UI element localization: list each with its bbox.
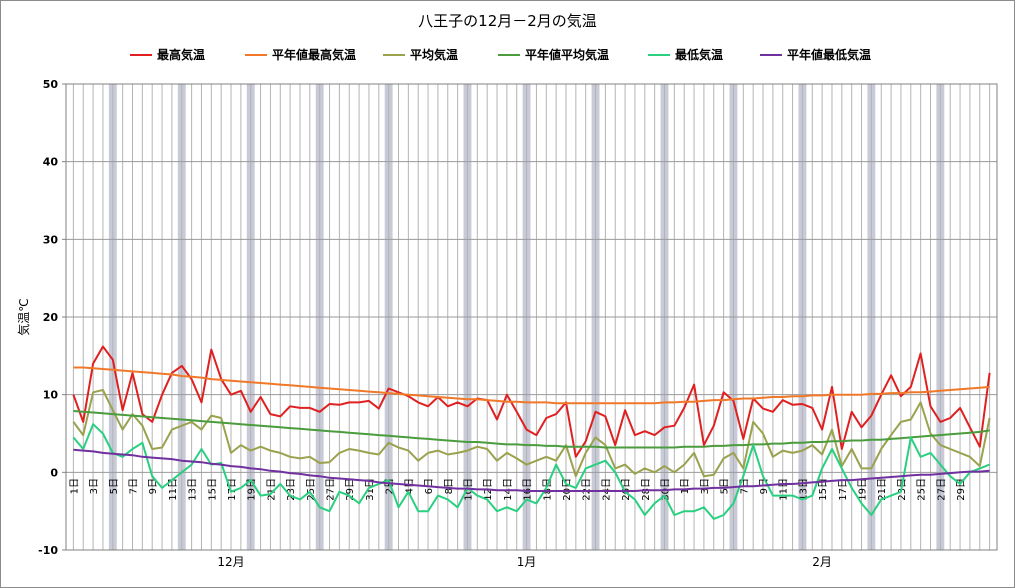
x-tick-label: 25日: [306, 478, 317, 501]
x-tick-label: 8日: [444, 478, 455, 494]
x-tick-label: 23日: [897, 478, 908, 501]
x-tick-label: 5日: [109, 478, 120, 494]
x-tick-label: 17日: [838, 478, 849, 501]
x-tick-label: 15日: [207, 478, 218, 501]
y-tick-label: 0: [50, 466, 58, 479]
legend-label-4: 最低気温: [675, 47, 723, 62]
x-tick-label: 15日: [818, 478, 829, 501]
legend-label-5: 平年値最低気温: [787, 47, 871, 62]
series-line-4: [72, 423, 990, 520]
legend-label-3: 平年値平均気温: [525, 47, 609, 62]
x-tick-label: 13日: [188, 478, 199, 501]
x-tick-label: 21日: [877, 478, 888, 501]
x-tick-label: 13日: [798, 478, 809, 501]
legend-label-0: 最高気温: [157, 47, 205, 62]
x-tick-label: 31日: [365, 478, 376, 501]
y-tick-label: 20: [43, 311, 59, 324]
y-tick-label: 30: [43, 233, 59, 246]
series-line-0: [72, 345, 991, 458]
x-tick-label: 16日: [523, 478, 534, 501]
x-tick-label: 24日: [601, 478, 612, 501]
x-tick-label: 23日: [286, 478, 297, 501]
x-tick-label: 25日: [917, 478, 928, 501]
x-tick-label: 11日: [168, 478, 179, 501]
chart-title: 八王子の12月－2月の気温: [418, 12, 597, 30]
x-tick-label: 17日: [227, 478, 238, 501]
y-axis-label: 気温℃: [16, 298, 31, 335]
y-tick-label: 40: [43, 156, 59, 169]
x-month-label: 1月: [517, 555, 537, 569]
x-tick-label: 26日: [621, 478, 632, 501]
x-tick-label: 20日: [562, 478, 573, 501]
series-line-5: [73, 448, 990, 492]
series-line-2: [72, 389, 991, 478]
series-lines: [72, 345, 991, 520]
x-tick-label: 1日: [69, 478, 80, 494]
x-tick-label: 9日: [148, 478, 159, 494]
y-tick-label: 10: [43, 389, 59, 402]
x-tick-label: 29日: [956, 478, 967, 501]
x-tick-label: 5日: [720, 478, 731, 494]
x-tick-label: 19日: [858, 478, 869, 501]
x-tick-label: 27日: [326, 478, 337, 501]
series-line-1: [73, 366, 990, 405]
legend: 最高気温 平年値最高気温 平均気温 平年値平均気温 最低気温 平年値最低気温: [130, 47, 871, 62]
x-tick-label: 1日: [680, 478, 691, 494]
x-tick-label: 19日: [247, 478, 258, 501]
x-tick-label: 29日: [345, 478, 356, 501]
legend-label-2: 平均気温: [410, 47, 458, 62]
x-tick-label: 22日: [582, 478, 593, 501]
x-month-label: 2月: [812, 555, 832, 569]
x-tick-label: 7日: [129, 478, 140, 494]
legend-label-1: 平年値最高気温: [272, 47, 356, 62]
y-tick-label: -10: [38, 544, 58, 557]
x-month-label: 12月: [217, 555, 244, 569]
x-tick-label: 18日: [542, 478, 553, 501]
x-tick-label: 11日: [779, 478, 790, 501]
x-tick-label: 21日: [266, 478, 277, 501]
y-tick-label: 50: [43, 78, 59, 91]
x-tick-label: 4日: [404, 478, 415, 494]
x-tick-label: 27日: [936, 478, 947, 501]
x-tick-label: 3日: [89, 478, 100, 494]
y-axis: -10 0 10 20 30 40 50: [38, 78, 66, 557]
series-line-3: [73, 410, 990, 449]
x-tick-label: 3日: [700, 478, 711, 494]
